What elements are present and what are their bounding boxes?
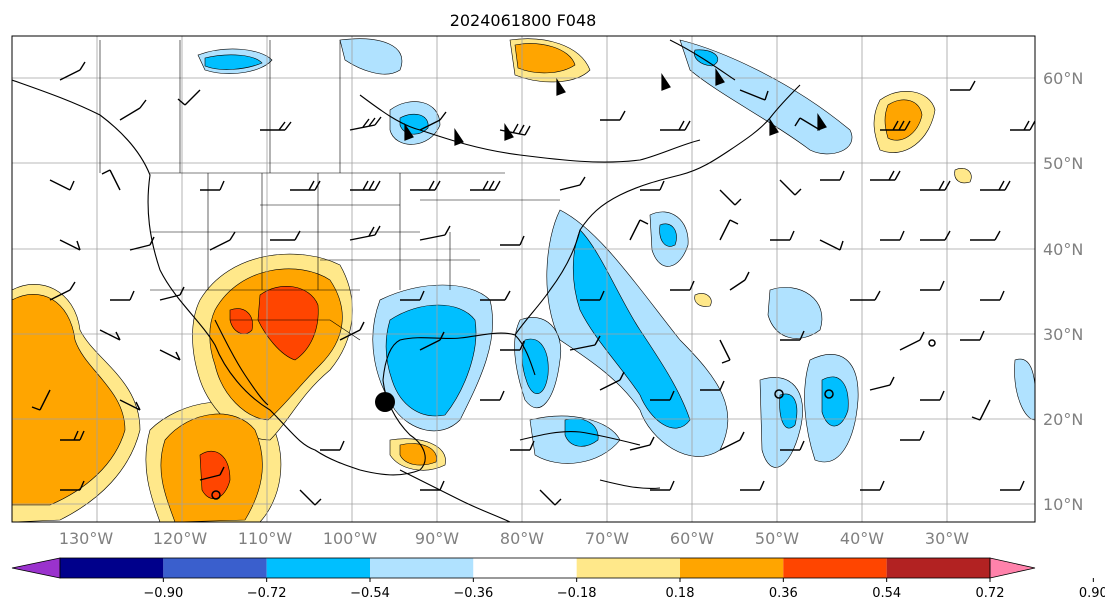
longitude-labels: 130°W 120°W 110°W 100°W 90°W 80°W 70°W 6… xyxy=(59,529,969,548)
colorbar-swatch xyxy=(163,558,267,578)
wind-pennants xyxy=(404,68,827,146)
lon-label: 70°W xyxy=(585,529,629,548)
lon-label: 120°W xyxy=(153,529,208,548)
colorbar-swatch xyxy=(680,558,784,578)
colorbar: −0.90 −0.72 −0.54 −0.36 −0.18 0.18 0.36 0.54 0.7… xyxy=(11,557,1105,601)
colorbar-tick-label: 0.90 xyxy=(1079,586,1105,601)
lon-label: 110°W xyxy=(238,529,293,548)
lat-label: 40°N xyxy=(1043,240,1083,259)
colorbar-swatch xyxy=(266,558,370,578)
colorbar-swatch xyxy=(60,558,164,578)
colorbar-tick-label: 0.36 xyxy=(769,586,798,601)
colorbar-tick-label: −0.72 xyxy=(247,586,287,601)
lon-label: 90°W xyxy=(415,529,459,548)
lon-label: 60°W xyxy=(670,529,714,548)
lat-label: 20°N xyxy=(1043,410,1083,429)
lat-label: 60°N xyxy=(1043,69,1083,88)
colorbar-ticks: −0.90 −0.72 −0.54 −0.36 −0.18 0.18 0.36 0.54 0.7… xyxy=(143,578,1105,601)
graticule xyxy=(12,36,1035,522)
lon-label: 50°W xyxy=(755,529,799,548)
colorbar-swatches xyxy=(11,557,1036,579)
lon-label: 100°W xyxy=(323,529,378,548)
lat-label: 10°N xyxy=(1043,495,1083,514)
lon-label: 40°W xyxy=(840,529,884,548)
colorbar-swatch xyxy=(886,558,990,578)
lon-label: 80°W xyxy=(500,529,544,548)
map-panel xyxy=(12,36,1035,522)
colorbar-tick-label: −0.90 xyxy=(143,586,183,601)
latitude-labels: 60°N 50°N 40°N 30°N 20°N 10°N xyxy=(1043,69,1083,514)
lat-label: 50°N xyxy=(1043,154,1083,173)
colorbar-extend-high xyxy=(989,557,1036,579)
colorbar-tick-label: 0.54 xyxy=(872,586,901,601)
lat-label: 30°N xyxy=(1043,325,1083,344)
figure-title: 2024061800 F048 xyxy=(450,11,597,30)
coastlines xyxy=(12,39,801,522)
storm-center-marker xyxy=(375,392,395,412)
lon-label: 130°W xyxy=(59,529,114,548)
map-frame xyxy=(11,35,1036,523)
colorbar-tick-label: −0.54 xyxy=(350,586,390,601)
field-red xyxy=(199,286,319,499)
colorbar-tick-label: 0.72 xyxy=(976,586,1005,601)
colorbar-swatch xyxy=(370,558,474,578)
lon-label: 30°W xyxy=(925,529,969,548)
storm-markers xyxy=(211,339,936,500)
colorbar-swatch xyxy=(576,558,680,578)
colorbar-swatch xyxy=(783,558,887,578)
colorbar-tick-label: −0.36 xyxy=(453,586,493,601)
colorbar-extend-low xyxy=(11,557,61,579)
colorbar-tick-label: −0.18 xyxy=(557,586,597,601)
field-blue xyxy=(204,49,849,447)
wind-barbs xyxy=(31,61,1035,506)
colorbar-frame xyxy=(59,557,991,579)
political-borders xyxy=(99,40,560,341)
colorbar-tick-label: 0.18 xyxy=(666,586,695,601)
colorbar-swatch xyxy=(473,558,577,578)
